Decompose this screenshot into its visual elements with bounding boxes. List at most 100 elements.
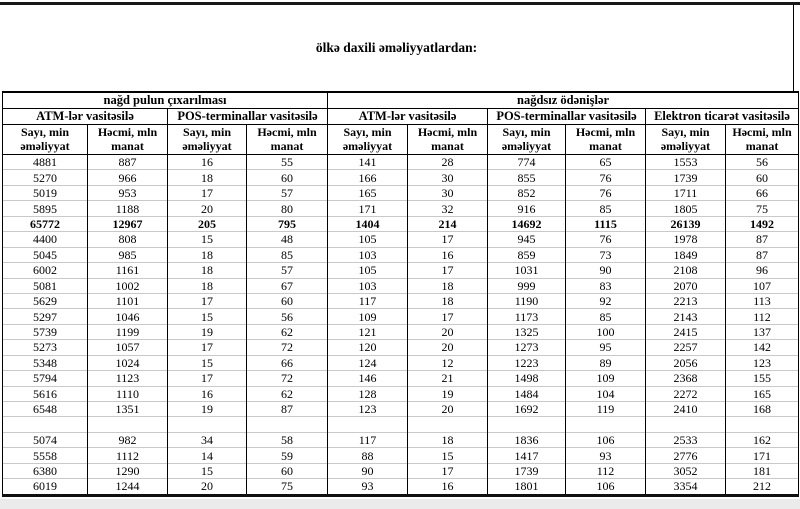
data-cell <box>87 416 168 433</box>
data-cell: 57 <box>245 184 329 201</box>
table-row <box>2 416 800 433</box>
data-cell: 17 <box>407 308 489 325</box>
data-cell: 2108 <box>645 262 727 278</box>
data-cell: 107 <box>725 277 800 294</box>
data-cell: 15 <box>167 354 247 371</box>
measure-header-cell: Sayı, min əməliyyat <box>645 124 727 155</box>
data-cell: 17 <box>167 370 247 387</box>
data-cell: 17 <box>407 262 489 278</box>
data-cell: 5270 <box>2 169 88 186</box>
measure-header-cell: Həcmi, mln manat <box>725 124 800 155</box>
data-cell: 165 <box>327 184 409 201</box>
data-cell: 168 <box>725 400 800 417</box>
data-cell: 1123 <box>87 370 168 387</box>
data-cell: 916 <box>487 200 567 217</box>
data-cell: 62 <box>245 385 329 402</box>
data-cell: 3052 <box>645 462 727 479</box>
data-cell: 89 <box>565 354 647 371</box>
table-row: 5794 1123 17 72 146 21 1498 109 2368 155 <box>2 370 800 387</box>
data-cell: 85 <box>245 246 329 263</box>
channel-header-cell: ATM-lər vasitəsilə <box>2 108 168 125</box>
table-row: 5739 1199 19 62 121 20 1325 100 2415 137 <box>2 323 800 340</box>
data-cell: 5794 <box>2 370 88 387</box>
data-cell: 1244 <box>87 478 168 496</box>
data-cell: 214 <box>407 215 489 232</box>
data-cell: 146 <box>327 370 409 387</box>
data-cell: 109 <box>327 308 409 325</box>
data-cell: 21 <box>407 370 489 387</box>
data-cell: 945 <box>487 231 567 248</box>
data-cell: 5558 <box>2 447 88 464</box>
data-cell: 212 <box>725 478 800 496</box>
data-cell <box>565 416 647 433</box>
data-cell: 76 <box>565 169 647 186</box>
table-row: 6548 1351 19 87 123 20 1692 119 2410 168 <box>2 400 800 417</box>
data-cell: 90 <box>327 462 409 479</box>
data-cell: 112 <box>565 462 647 479</box>
data-cell: 808 <box>87 231 168 248</box>
group-header-row: nağd pulun çıxarılması nağdsız ödənişlər <box>1 91 800 109</box>
measure-header-line1: Sayı, min <box>20 124 69 139</box>
data-cell: 6380 <box>2 462 88 479</box>
data-cell: 1711 <box>645 184 727 201</box>
data-cell: 85 <box>565 308 647 325</box>
data-cell: 66 <box>245 354 329 371</box>
data-cell: 5348 <box>2 354 88 371</box>
data-cell: 1739 <box>487 462 567 479</box>
data-cell: 2272 <box>645 385 727 402</box>
data-cell: 5081 <box>2 277 88 294</box>
data-cell: 95 <box>565 339 647 356</box>
data-cell: 83 <box>565 277 647 294</box>
data-cell: 14 <box>167 447 247 464</box>
table-row: 5629 1101 17 60 117 18 1190 92 2213 113 <box>2 292 800 309</box>
data-cell: 117 <box>327 431 409 448</box>
data-cell: 1498 <box>487 370 567 387</box>
measure-header-line1: Sayı, min <box>182 124 231 139</box>
data-cell: 1404 <box>327 215 409 232</box>
table-body: 4881 887 16 55 141 28 774 65 1553 56 5270 966 18 60 16… <box>2 153 800 496</box>
data-cell: 18 <box>407 431 489 448</box>
data-cell: 5074 <box>2 431 88 448</box>
data-cell: 14692 <box>487 215 567 232</box>
channel-header-cell: Elektron ticarət vasitəsilə <box>645 108 800 125</box>
data-cell: 18 <box>407 292 489 309</box>
data-cell: 16 <box>407 246 489 263</box>
data-cell: 48 <box>245 231 329 248</box>
data-cell: 96 <box>725 262 800 278</box>
data-cell: 87 <box>725 246 800 263</box>
measure-header-cell: Sayı, min əməliyyat <box>2 124 88 155</box>
data-cell: 60 <box>245 169 329 186</box>
data-cell: 18 <box>167 246 247 263</box>
measure-header-line1: Sayı, min <box>343 124 392 139</box>
data-cell: 155 <box>725 370 800 387</box>
data-cell: 120 <box>327 339 409 356</box>
data-cell: 1161 <box>87 262 168 278</box>
table-row: 65772 12967 205 795 1404 214 14692 1115 26139 149… <box>2 215 800 232</box>
measure-header-line1: Həcmi, mln <box>732 124 792 139</box>
data-cell: 55 <box>245 153 329 170</box>
table-row: 5270 966 18 60 166 30 855 76 1739 60 <box>2 169 800 186</box>
data-cell: 6019 <box>2 478 88 496</box>
data-cell: 795 <box>245 215 329 232</box>
table-row: 5019 953 17 57 165 30 852 76 1711 66 <box>2 184 800 201</box>
group-header-cell: nağdsız ödənişlər <box>327 91 800 109</box>
data-cell: 15 <box>407 447 489 464</box>
measure-header-line2: manat <box>111 138 144 153</box>
table-row: 4881 887 16 55 141 28 774 65 1553 56 <box>2 153 800 170</box>
data-cell: 1692 <box>487 400 567 417</box>
data-cell: 20 <box>167 200 247 217</box>
measure-header-line2: manat <box>431 138 464 153</box>
page-title: ölkə daxili əməliyyatlardan: <box>315 40 478 55</box>
data-cell: 19 <box>167 400 247 417</box>
data-cell: 1553 <box>645 153 727 170</box>
data-cell: 2257 <box>645 339 727 356</box>
data-cell: 117 <box>327 292 409 309</box>
data-cell: 72 <box>245 339 329 356</box>
data-cell: 80 <box>245 200 329 217</box>
data-cell: 1849 <box>645 246 727 263</box>
table-row: 5074 982 34 58 117 18 1836 106 2533 162 <box>2 431 800 448</box>
data-cell: 19 <box>407 385 489 402</box>
table-row: 5081 1002 18 67 103 18 999 83 2070 107 <box>2 277 800 294</box>
channel-header-cell: POS-terminallar vasitəsilə <box>166 108 329 125</box>
data-cell: 109 <box>565 370 647 387</box>
